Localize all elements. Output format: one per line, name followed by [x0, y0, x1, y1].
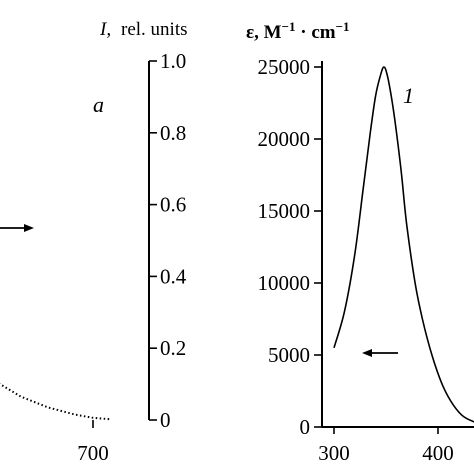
- panel-a-x-tick-700: 700: [77, 441, 109, 465]
- panel-a-curve: [0, 382, 112, 421]
- curve-label-1: 1: [403, 83, 414, 108]
- panel-a-y-tick-label: 0.8: [160, 121, 186, 145]
- panel-b-x-ticks: 300 400: [318, 427, 454, 465]
- panel-b-curve: [333, 66, 474, 423]
- panel-b-y-tick-label: 20000: [258, 127, 311, 151]
- panel-a-ylabel-symbol: I,: [99, 19, 111, 40]
- panel-b-y-ticks: 0 5000 10000 15000 20000 25000: [258, 55, 322, 439]
- panel-a-ylabel-text: rel. units: [121, 19, 188, 40]
- panel-b-y-tick-label: 15000: [258, 199, 311, 223]
- panel-b: ε, M−1 · cm−1 0500010000150002000025000 …: [246, 19, 474, 465]
- panel-a: I, rel. units 0 0.2 0.4 0.6 0.8 1.0 a 700: [0, 19, 188, 465]
- panel-a-y-tick-label: 0: [160, 408, 171, 432]
- panel-b-x-tick-label: 400: [422, 441, 454, 465]
- panel-b-y-tick-label: 5000: [268, 343, 310, 367]
- panel-b-y-tick-label: 0: [300, 415, 311, 439]
- panel-a-y-ticks: 0 0.2 0.4 0.6 0.8 1.0: [149, 49, 187, 432]
- panel-a-arrow: [0, 224, 34, 232]
- panel-a-y-tick-label: 1.0: [160, 49, 186, 73]
- panel-b-y-tick-label: 10000: [258, 271, 311, 295]
- panel-b-y-tick-label: 25000: [258, 55, 311, 79]
- panel-b-arrow: [362, 349, 398, 357]
- panel-b-ylabel: ε, M−1 · cm−1: [246, 19, 350, 44]
- panel-a-y-tick-label: 0.2: [160, 336, 186, 360]
- panel-b-x-tick-label: 300: [318, 441, 350, 465]
- panel-letter: a: [93, 92, 104, 117]
- panel-a-y-tick-label: 0.6: [160, 193, 186, 217]
- panel-a-y-tick-label: 0.4: [160, 264, 187, 288]
